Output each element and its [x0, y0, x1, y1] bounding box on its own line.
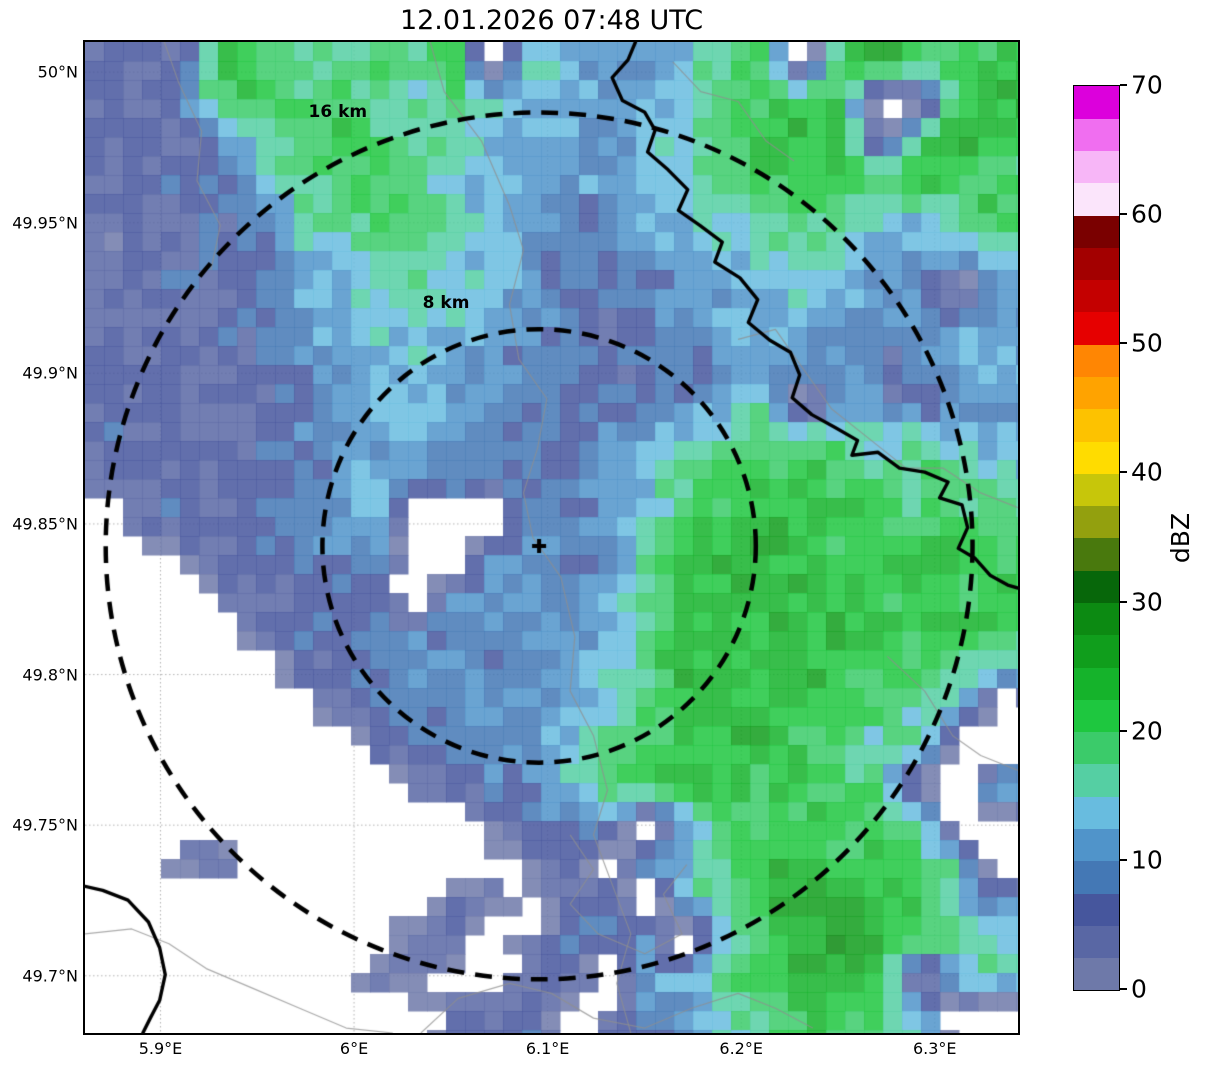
- y-tick-label: 49.85°N: [12, 514, 78, 534]
- colorbar-segment: [1074, 764, 1119, 797]
- colorbar-segment: [1074, 828, 1119, 862]
- colorbar-segment: [1074, 312, 1119, 345]
- y-tick-label: 50°N: [37, 62, 78, 82]
- map-plot-area: 16 km 8 km: [83, 40, 1020, 1035]
- radar-reflectivity-canvas: [85, 42, 1018, 1033]
- colorbar-segment: [1074, 893, 1119, 926]
- colorbar-tick-mark: [1120, 600, 1127, 603]
- colorbar-segment: [1074, 441, 1119, 474]
- colorbar-segment: [1074, 279, 1119, 313]
- colorbar-segment: [1074, 731, 1119, 765]
- colorbar-tick-mark: [1120, 342, 1127, 345]
- colorbar-segment: [1074, 602, 1119, 636]
- colorbar: [1073, 85, 1120, 991]
- colorbar-segment: [1074, 118, 1119, 152]
- colorbar-tick-mark: [1120, 858, 1127, 861]
- x-tick-label: 6.3°E: [912, 1039, 957, 1058]
- colorbar-tick-label: 0: [1131, 974, 1147, 1004]
- colorbar-tick-label: 40: [1131, 457, 1163, 487]
- colorbar-segment: [1074, 505, 1119, 539]
- range-ring-label-16km: 16 km: [308, 102, 368, 123]
- colorbar-tick-mark: [1120, 213, 1127, 216]
- colorbar-segment: [1074, 150, 1119, 184]
- colorbar-tick-label: 50: [1131, 328, 1163, 358]
- colorbar-segment: [1074, 957, 1119, 991]
- colorbar-tick-mark: [1120, 471, 1127, 474]
- x-tick-label: 6.1°E: [525, 1039, 570, 1058]
- colorbar-tick-label: 30: [1131, 587, 1163, 617]
- y-tick-label: 49.75°N: [12, 815, 78, 835]
- x-tick-label: 6.2°E: [719, 1039, 763, 1058]
- colorbar-segment: [1074, 570, 1119, 604]
- colorbar-segment: [1074, 634, 1119, 668]
- colorbar-segment: [1074, 925, 1119, 959]
- colorbar-tick-mark: [1120, 988, 1127, 990]
- y-tick-label: 49.9°N: [22, 363, 78, 383]
- colorbar-segment: [1074, 796, 1119, 830]
- y-tick-label: 49.8°N: [22, 665, 78, 685]
- colorbar-tick-mark: [1120, 729, 1127, 732]
- x-tick-label: 6°E: [339, 1039, 369, 1058]
- y-tick-label: 49.7°N: [22, 966, 78, 986]
- colorbar-segment: [1074, 699, 1119, 733]
- colorbar-tick-label: 10: [1131, 845, 1163, 875]
- colorbar-segment: [1074, 215, 1119, 248]
- colorbar-segment: [1074, 86, 1119, 119]
- colorbar-segment: [1074, 667, 1119, 700]
- colorbar-segment: [1074, 408, 1119, 442]
- range-ring-label-8km: 8 km: [422, 292, 470, 313]
- colorbar-segment: [1074, 247, 1119, 281]
- colorbar-tick-label: 60: [1131, 199, 1163, 229]
- colorbar-segment: [1074, 538, 1119, 571]
- colorbar-segment: [1074, 344, 1119, 378]
- colorbar-segment: [1074, 473, 1119, 507]
- colorbar-tick-label: 20: [1131, 716, 1163, 746]
- x-tick-label: 5.9°E: [138, 1039, 183, 1058]
- colorbar-segment: [1074, 860, 1119, 894]
- colorbar-units-label: dBZ: [1166, 512, 1195, 564]
- colorbar-segment: [1074, 376, 1119, 410]
- plot-title: 12.01.2026 07:48 UTC: [399, 5, 704, 36]
- colorbar-tick-label: 70: [1131, 70, 1163, 100]
- colorbar-segment: [1074, 182, 1119, 216]
- y-tick-label: 49.95°N: [12, 213, 78, 233]
- colorbar-tick-mark: [1120, 84, 1127, 86]
